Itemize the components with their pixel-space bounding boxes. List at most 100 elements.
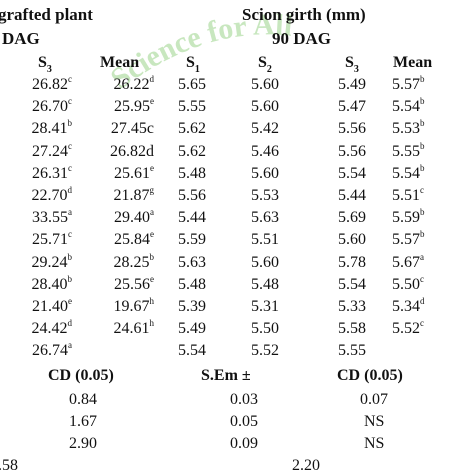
s3-left-cell: 26.70c bbox=[32, 95, 72, 115]
s3-left-cell: 28.41b bbox=[31, 117, 73, 137]
s1-cell: 5.55 bbox=[178, 98, 206, 115]
header-right-title: Scion girth (mm) bbox=[242, 5, 366, 24]
mean-left-cell: 25.61e bbox=[114, 162, 154, 182]
mean-right-cell: 5.55b bbox=[392, 140, 425, 160]
s1-cell: 5.63 bbox=[178, 254, 206, 271]
s2-cell: 5.51 bbox=[251, 231, 279, 248]
s3-right-cell: 5.55 bbox=[338, 342, 366, 359]
s3-left-cell: 27.24c bbox=[32, 140, 72, 160]
stat-sem-1: 0.03 bbox=[230, 391, 258, 408]
s1-cell: 5.48 bbox=[178, 276, 206, 293]
mean-left-cell: 29.40a bbox=[114, 206, 154, 226]
s3-right-cell: 5.49 bbox=[338, 76, 366, 93]
s2-cell: 5.63 bbox=[251, 209, 279, 226]
s3-left-cell: 26.31c bbox=[32, 162, 72, 182]
mean-right-cell: 5.59b bbox=[392, 206, 425, 226]
s1-cell: 5.54 bbox=[178, 342, 206, 359]
mean-right-cell: 5.51c bbox=[392, 184, 424, 204]
stat-cd-left-1: 0.84 bbox=[69, 391, 97, 408]
mean-right-cell: 5.67a bbox=[392, 251, 424, 271]
stats-header-cd-left: CD (0.05) bbox=[48, 367, 114, 384]
s1-cell: 5.59 bbox=[178, 231, 206, 248]
cv-left: .58 bbox=[0, 457, 18, 474]
s1-cell: 5.65 bbox=[178, 76, 206, 93]
mean-right-cell: 5.57b bbox=[392, 228, 425, 248]
stat-sem-3: 0.09 bbox=[230, 435, 258, 452]
mean-left-cell: 26.22d bbox=[113, 73, 155, 93]
mean-left-cell: 25.56e bbox=[114, 273, 154, 293]
s3-left-cell: 29.24b bbox=[31, 251, 73, 271]
stats-header-sem: S.Em ± bbox=[201, 367, 251, 384]
s3-right-cell: 5.60 bbox=[338, 231, 366, 248]
s2-cell: 5.42 bbox=[251, 120, 279, 137]
watermark-logo: Science for All bbox=[105, 8, 294, 95]
s3-right-cell: 5.33 bbox=[338, 298, 366, 315]
s3-right-cell: 5.78 bbox=[338, 254, 366, 271]
s2-cell: 5.31 bbox=[251, 298, 279, 315]
mean-left-cell: 19.67h bbox=[113, 295, 155, 315]
mean-right-cell: 5.54b bbox=[392, 95, 425, 115]
mean-left-cell: 26.82d bbox=[110, 143, 154, 160]
s1-cell: 5.62 bbox=[178, 143, 206, 160]
header-left-dag: DAG bbox=[2, 29, 40, 48]
mean-left-cell: 28.25b bbox=[113, 251, 155, 271]
s2-cell: 5.48 bbox=[251, 276, 279, 293]
s3-right-cell: 5.54 bbox=[338, 165, 366, 182]
mean-right-cell: 5.53b bbox=[392, 117, 425, 137]
s2-cell: 5.60 bbox=[251, 98, 279, 115]
s1-cell: 5.49 bbox=[178, 320, 206, 337]
s1-cell: 5.39 bbox=[178, 298, 206, 315]
s2-cell: 5.46 bbox=[251, 143, 279, 160]
col-header-s2: S2 bbox=[258, 54, 272, 76]
col-header-s3-right: S3 bbox=[345, 54, 359, 76]
mean-right-cell: 5.50c bbox=[392, 273, 424, 293]
cv-right: 2.20 bbox=[292, 457, 320, 474]
header-right-dag: 90 DAG bbox=[272, 29, 332, 48]
stat-cd-left-3: 2.90 bbox=[69, 435, 97, 452]
header-left-title: grafted plant bbox=[0, 5, 93, 24]
stat-cd-right-2: NS bbox=[364, 413, 385, 430]
s2-cell: 5.60 bbox=[251, 76, 279, 93]
mean-left-cell: 25.95e bbox=[114, 95, 154, 115]
mean-right-cell: 5.52c bbox=[392, 317, 424, 337]
stat-cd-left-2: 1.67 bbox=[69, 413, 97, 430]
stat-cd-right-1: 0.07 bbox=[360, 391, 388, 408]
s3-left-cell: 25.71c bbox=[32, 228, 72, 248]
mean-right-cell: 5.57b bbox=[392, 73, 425, 93]
s3-left-cell: 22.70d bbox=[31, 184, 73, 204]
s3-left-cell: 24.42d bbox=[31, 317, 73, 337]
col-header-mean-left: Mean bbox=[100, 54, 140, 71]
s3-left-cell: 26.82c bbox=[32, 73, 72, 93]
s3-left-cell: 33.55a bbox=[32, 206, 72, 226]
s1-cell: 5.48 bbox=[178, 165, 206, 182]
stat-sem-2: 0.05 bbox=[230, 413, 258, 430]
stats-header-cd-right: CD (0.05) bbox=[337, 367, 403, 384]
mean-right-cell: 5.54b bbox=[392, 162, 425, 182]
mean-right-cell: 5.34d bbox=[392, 295, 425, 315]
s1-cell: 5.56 bbox=[178, 187, 206, 204]
s3-right-cell: 5.54 bbox=[338, 276, 366, 293]
col-header-mean-right: Mean bbox=[393, 54, 433, 71]
s2-cell: 5.60 bbox=[251, 254, 279, 271]
s2-cell: 5.52 bbox=[251, 342, 279, 359]
mean-left-cell: 21.87g bbox=[113, 184, 155, 204]
s2-cell: 5.60 bbox=[251, 165, 279, 182]
s3-right-cell: 5.47 bbox=[338, 98, 366, 115]
mean-left-cell: 24.61h bbox=[113, 317, 155, 337]
s3-left-cell: 28.40b bbox=[31, 273, 73, 293]
mean-left-cell: 27.45c bbox=[110, 120, 154, 137]
col-header-s1: S1 bbox=[186, 54, 200, 76]
s3-right-cell: 5.69 bbox=[338, 209, 366, 226]
s2-cell: 5.53 bbox=[251, 187, 279, 204]
s1-cell: 5.44 bbox=[178, 209, 206, 226]
mean-left-cell: 25.84e bbox=[114, 228, 154, 248]
s3-right-cell: 5.56 bbox=[338, 143, 366, 160]
s2-cell: 5.50 bbox=[251, 320, 279, 337]
s3-left-cell: 26.74a bbox=[32, 339, 72, 359]
s3-right-cell: 5.58 bbox=[338, 320, 366, 337]
stat-cd-right-3: NS bbox=[364, 435, 385, 452]
s3-right-cell: 5.44 bbox=[338, 187, 366, 204]
s3-left-cell: 21.40e bbox=[32, 295, 72, 315]
s3-right-cell: 5.56 bbox=[338, 120, 366, 137]
s1-cell: 5.62 bbox=[178, 120, 206, 137]
